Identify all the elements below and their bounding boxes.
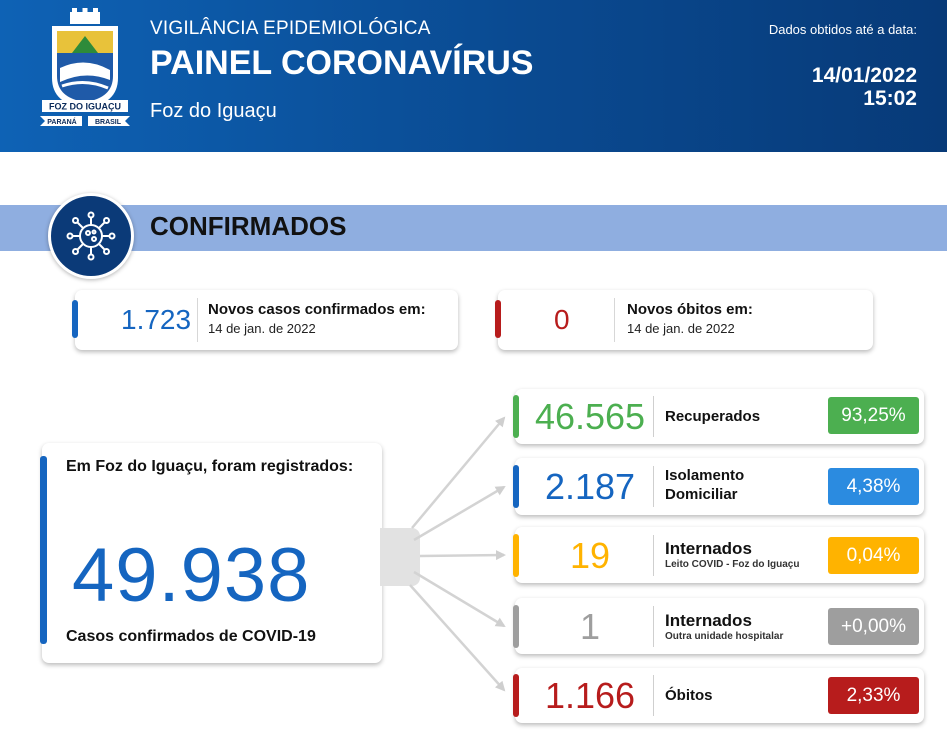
row-label: Óbitos xyxy=(665,687,713,704)
new-deaths-card: 0 Novos óbitos em: 14 de jan. de 2022 xyxy=(495,290,873,350)
row-divider xyxy=(653,606,654,647)
row-value: 1.166 xyxy=(544,675,636,716)
new-deaths-value: 0 xyxy=(554,304,570,335)
arrow-internados-outra xyxy=(413,570,506,628)
new-cases-card: 1.723 Novos casos confirmados em: 14 de … xyxy=(72,290,458,350)
header-subtitle: VIGILÂNCIA EPIDEMIOLÓGICA xyxy=(150,18,431,39)
new-deaths-label: Novos óbitos em: xyxy=(627,301,753,318)
row-sublabel: Leito COVID - Foz do Iguaçu xyxy=(665,559,800,570)
row-label: Recuperados xyxy=(665,408,761,425)
row-value: 2.187 xyxy=(544,466,636,507)
arrow-recuperados xyxy=(411,416,506,529)
row-value: 19 xyxy=(569,535,611,576)
row-accent xyxy=(513,534,519,577)
row-sublabel: Outra unidade hospitalar xyxy=(665,631,784,642)
header: FOZ DO IGUAÇU PARANÁ BRASIL VIGILÂNCIA E… xyxy=(0,0,947,152)
new-deaths-date: 14 de jan. de 2022 xyxy=(627,321,735,336)
row-percent-badge: 93,25% xyxy=(828,397,919,434)
header-city: Foz do Iguaçu xyxy=(150,100,277,122)
data-date-label: Dados obtidos até a data: xyxy=(768,22,917,37)
arrow-isolamento xyxy=(413,485,506,542)
row-percent-badge: 4,38% xyxy=(828,468,919,505)
page-title: PAINEL CORONAVÍRUS xyxy=(150,44,534,82)
row-percent-badge: +0,00% xyxy=(828,608,919,645)
row-value: 1 xyxy=(579,606,601,647)
row-accent xyxy=(513,674,519,717)
row-accent xyxy=(513,605,519,648)
row-divider xyxy=(653,396,654,437)
row-label-line2: Domiciliar xyxy=(665,486,738,503)
section-icon-badge xyxy=(48,193,134,279)
total-cases-value: 49.938 xyxy=(72,533,311,618)
row-divider xyxy=(653,675,654,716)
new-cases-accent xyxy=(72,300,78,338)
coat-of-arms-icon: FOZ DO IGUAÇU PARANÁ BRASIL xyxy=(40,8,130,126)
new-cases-date: 14 de jan. de 2022 xyxy=(208,321,316,336)
virus-icon xyxy=(66,211,116,261)
row-label-line1: Isolamento xyxy=(665,467,745,484)
logo-banner-text: FOZ DO IGUAÇU xyxy=(49,102,121,112)
total-intro: Em Foz do Iguaçu, foram registrados: xyxy=(66,458,354,475)
row-label: Internados xyxy=(665,611,752,630)
row-percent-badge: 2,33% xyxy=(828,677,919,714)
logo-right-ribbon: BRASIL xyxy=(95,119,122,126)
arrow-internados-foz xyxy=(419,550,506,561)
row-accent xyxy=(513,465,519,508)
row-divider xyxy=(653,466,654,507)
section-title: CONFIRMADOS xyxy=(150,211,347,241)
row-divider xyxy=(653,535,654,576)
total-cases-card xyxy=(42,443,382,663)
section-band xyxy=(0,205,947,251)
new-deaths-accent xyxy=(495,300,501,338)
connector-block xyxy=(380,528,420,586)
row-label: Internados xyxy=(665,539,752,558)
total-caption: Casos confirmados de COVID-19 xyxy=(66,628,316,645)
row-percent-badge: 0,04% xyxy=(828,537,919,574)
logo-left-ribbon: PARANÁ xyxy=(47,117,76,126)
row-accent xyxy=(513,395,519,438)
new-deaths-divider xyxy=(614,298,615,342)
data-date: 14/01/2022 15:02 xyxy=(812,64,917,110)
arrow-obitos xyxy=(409,584,506,692)
data-date-day: 14/01/2022 xyxy=(811,64,917,87)
new-cases-label: Novos casos confirmados em: xyxy=(208,301,426,318)
new-cases-divider xyxy=(197,298,198,342)
total-cases-accent xyxy=(40,456,47,644)
data-date-time: 15:02 xyxy=(863,87,917,110)
row-value: 46.565 xyxy=(534,396,646,437)
new-cases-value: 1.723 xyxy=(121,304,192,335)
row-label: Isolamento Domiciliar xyxy=(665,466,744,504)
